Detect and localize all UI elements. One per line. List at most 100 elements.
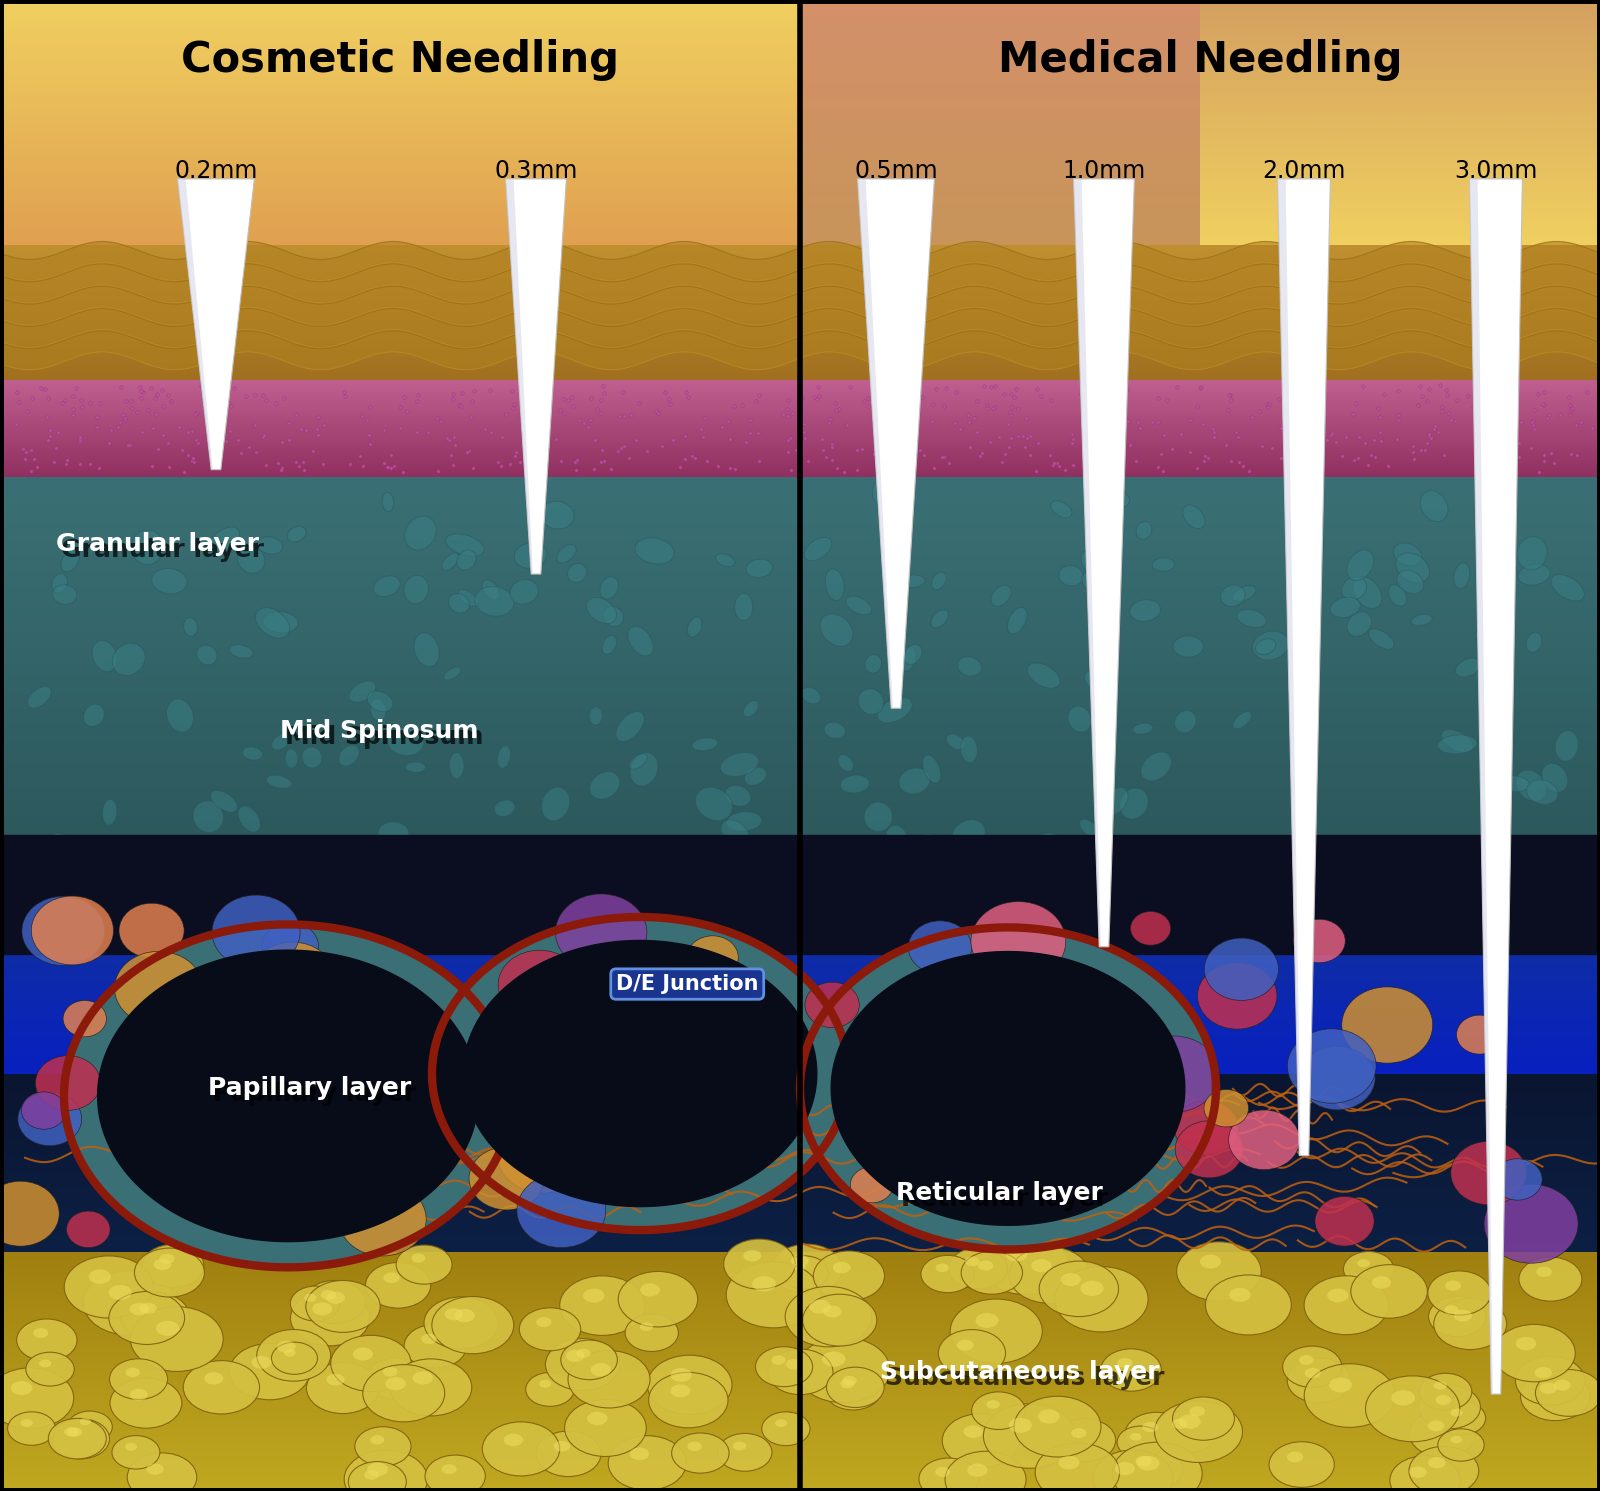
Ellipse shape [1101,1349,1162,1391]
Ellipse shape [1438,735,1477,754]
Ellipse shape [262,611,298,632]
Ellipse shape [1117,1425,1163,1458]
Ellipse shape [1394,543,1421,567]
Ellipse shape [1315,1196,1374,1246]
Ellipse shape [688,1442,702,1451]
Ellipse shape [109,1291,184,1345]
Ellipse shape [370,1436,384,1445]
Ellipse shape [21,1091,66,1129]
Ellipse shape [1174,1100,1238,1154]
Ellipse shape [146,1464,163,1475]
Text: 0.2mm: 0.2mm [174,160,258,183]
Ellipse shape [541,501,574,529]
Ellipse shape [1515,1337,1536,1351]
Ellipse shape [1304,1364,1395,1427]
Ellipse shape [405,762,426,772]
Ellipse shape [387,728,424,756]
Ellipse shape [21,1419,32,1427]
Ellipse shape [1536,1370,1600,1416]
Ellipse shape [794,1263,806,1270]
Ellipse shape [922,1255,974,1293]
Ellipse shape [197,646,218,665]
Polygon shape [64,924,512,1267]
Ellipse shape [971,1393,1026,1430]
Ellipse shape [1451,1409,1462,1416]
Ellipse shape [1328,1288,1349,1302]
Ellipse shape [1117,1446,1182,1491]
Ellipse shape [1094,488,1130,508]
Ellipse shape [1550,574,1584,601]
Ellipse shape [790,1255,808,1266]
Ellipse shape [186,865,213,887]
Ellipse shape [723,1239,795,1290]
Ellipse shape [326,1291,346,1303]
Ellipse shape [1493,1324,1576,1382]
Ellipse shape [872,476,902,510]
Ellipse shape [566,1349,584,1361]
Ellipse shape [1304,531,1323,558]
Ellipse shape [483,1081,539,1129]
Ellipse shape [1517,537,1547,570]
Ellipse shape [866,655,882,672]
Ellipse shape [592,853,613,869]
Ellipse shape [931,573,946,590]
Ellipse shape [1445,1305,1459,1315]
Polygon shape [858,179,893,708]
Ellipse shape [1256,638,1275,655]
Ellipse shape [762,1412,810,1446]
Ellipse shape [557,544,576,564]
Ellipse shape [590,1363,611,1376]
Ellipse shape [864,802,893,832]
Ellipse shape [1200,1254,1221,1269]
Ellipse shape [1522,856,1542,875]
Ellipse shape [949,1248,1008,1288]
Ellipse shape [805,983,859,1027]
Ellipse shape [424,1297,498,1349]
Ellipse shape [442,553,459,571]
Ellipse shape [938,1330,1005,1376]
Ellipse shape [1493,1159,1542,1200]
Ellipse shape [382,492,394,511]
Ellipse shape [1014,1396,1101,1457]
Ellipse shape [774,1419,787,1427]
Ellipse shape [211,790,237,813]
Ellipse shape [1141,751,1171,781]
Ellipse shape [397,1245,453,1284]
Ellipse shape [1155,1402,1243,1463]
Ellipse shape [139,1303,157,1314]
Polygon shape [506,179,533,574]
Ellipse shape [16,1320,77,1361]
Ellipse shape [520,1308,581,1351]
Ellipse shape [1429,1297,1486,1336]
Ellipse shape [536,1431,602,1476]
Ellipse shape [822,1351,845,1367]
Ellipse shape [744,701,758,717]
Ellipse shape [744,1249,762,1261]
Ellipse shape [363,1364,445,1422]
Ellipse shape [128,1452,197,1491]
Ellipse shape [1142,1422,1158,1431]
Ellipse shape [822,1306,842,1318]
Ellipse shape [1517,769,1546,801]
Ellipse shape [1029,866,1050,893]
Ellipse shape [1038,1409,1059,1424]
Ellipse shape [1371,1276,1390,1288]
Ellipse shape [454,1309,475,1323]
Ellipse shape [826,570,845,601]
Polygon shape [1277,179,1301,1156]
Ellipse shape [968,1464,987,1476]
Ellipse shape [371,698,386,722]
Ellipse shape [130,1388,147,1400]
Ellipse shape [272,1342,317,1375]
Ellipse shape [498,950,581,1020]
Ellipse shape [827,1367,885,1408]
Ellipse shape [354,1348,373,1361]
Ellipse shape [339,1182,426,1255]
Text: Granular layer: Granular layer [56,532,259,556]
Ellipse shape [582,1288,605,1303]
Ellipse shape [382,1367,398,1376]
Ellipse shape [125,1367,141,1378]
Ellipse shape [1438,1428,1485,1461]
Ellipse shape [850,1081,902,1126]
Ellipse shape [1410,1446,1478,1491]
